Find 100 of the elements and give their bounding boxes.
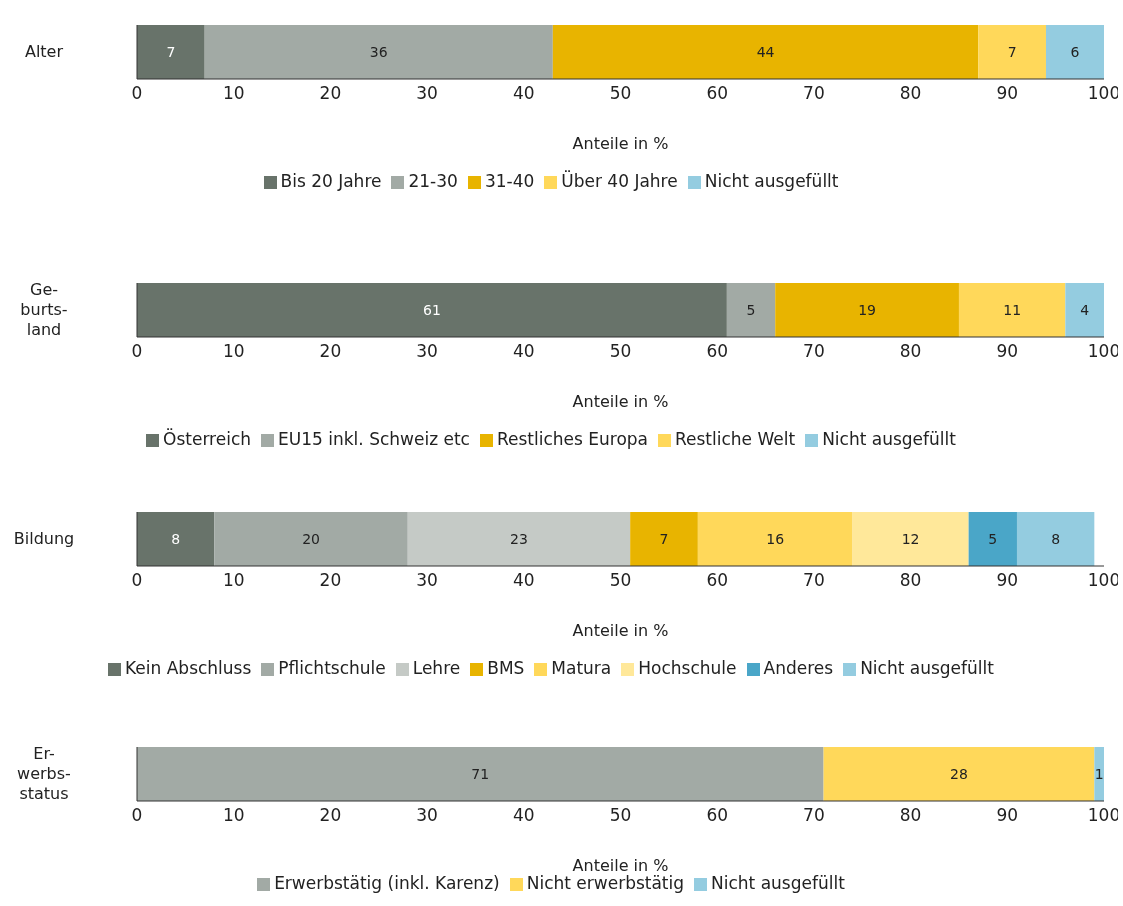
data-label: 8 — [171, 530, 181, 547]
bar — [958, 283, 1066, 337]
y-tick-label: Er-werbs-status — [17, 744, 71, 803]
x-axis-title: Anteile in % — [572, 392, 669, 411]
legend-label: 31-40 — [484, 171, 535, 191]
x-tick-label: 90 — [996, 341, 1019, 362]
legend-label: Nicht ausgefüllt — [822, 429, 956, 449]
legend-label: Lehre — [412, 658, 461, 678]
x-tick-label: 70 — [803, 570, 825, 591]
x-tick-label: 60 — [706, 570, 729, 591]
data-label: 11 — [1003, 301, 1022, 318]
x-tick-label: 20 — [319, 341, 342, 362]
y-tick-label: Alter — [24, 42, 64, 61]
legend-label: Matura — [551, 658, 612, 678]
legend-label: Erwerbstätig (inkl. Karenz) — [274, 873, 500, 893]
x-tick-label: 90 — [996, 570, 1019, 591]
data-label: 5 — [746, 301, 756, 318]
data-label: 7 — [659, 530, 669, 547]
data-label: 28 — [950, 765, 968, 782]
legend-label: Anderes — [763, 658, 834, 678]
bar — [978, 25, 1046, 79]
x-tick-label: 10 — [222, 805, 245, 826]
data-label: 7 — [166, 43, 176, 60]
bar — [726, 283, 776, 337]
data-label: 44 — [756, 43, 775, 60]
data-label: 5 — [988, 530, 998, 547]
data-label: 8 — [1051, 530, 1061, 547]
data-label: 23 — [510, 530, 528, 547]
legend-label: Restliches Europa — [496, 429, 648, 449]
x-axis-title: Anteile in % — [572, 856, 669, 875]
bar — [214, 512, 408, 566]
x-tick-label: 50 — [609, 805, 632, 826]
x-tick-label: 60 — [706, 83, 729, 104]
x-tick-label: 70 — [803, 805, 825, 826]
x-tick-label: 0 — [131, 805, 143, 826]
x-tick-label: 60 — [706, 341, 729, 362]
x-tick-label: 70 — [803, 83, 825, 104]
x-tick-label: 20 — [319, 805, 342, 826]
x-tick-label: 30 — [416, 83, 438, 104]
legend-label: 21-30 — [408, 171, 458, 191]
bar — [823, 747, 1095, 801]
bar — [852, 512, 969, 566]
data-label: 20 — [302, 530, 320, 547]
data-label: 61 — [423, 301, 441, 318]
bar — [1094, 747, 1104, 801]
legend-label: Kein Abschluss — [125, 658, 252, 678]
legend-label: Nicht ausgefüllt — [711, 873, 845, 893]
legend-label: Pflichtschule — [278, 658, 386, 678]
bar — [1065, 283, 1104, 337]
x-tick-label: 20 — [319, 83, 342, 104]
legend-label: Österreich — [163, 429, 252, 449]
legend-label: Hochschule — [638, 658, 737, 678]
bar — [204, 25, 553, 79]
legend-label: Nicht ausgefüllt — [860, 658, 994, 678]
x-axis-title: Anteile in % — [572, 621, 669, 640]
bar — [1016, 512, 1095, 566]
data-label: 7 — [1007, 43, 1017, 60]
x-tick-label: 90 — [996, 805, 1019, 826]
x-tick-label: 0 — [131, 83, 143, 104]
data-label: 12 — [901, 530, 920, 547]
x-tick-label: 30 — [416, 805, 438, 826]
legend-label: Nicht ausgefüllt — [704, 171, 839, 191]
x-tick-label: 90 — [996, 83, 1019, 104]
x-tick-label: 40 — [512, 341, 535, 362]
x-tick-label: 10 — [222, 83, 245, 104]
bar — [137, 747, 824, 801]
bar — [407, 512, 631, 566]
bar — [1045, 25, 1104, 79]
x-tick-label: 60 — [706, 805, 729, 826]
data-label: 1 — [1094, 765, 1104, 782]
y-tick-label: Bildung — [13, 529, 75, 548]
x-tick-label: 70 — [803, 341, 825, 362]
data-label: 16 — [766, 530, 785, 547]
x-tick-label: 0 — [131, 341, 143, 362]
x-tick-label: 50 — [609, 570, 632, 591]
bar — [968, 512, 1017, 566]
legend-label: Über 40 Jahre — [561, 171, 678, 191]
x-tick-label: 10 — [222, 570, 245, 591]
bar — [630, 512, 698, 566]
x-tick-label: 0 — [131, 570, 143, 591]
data-label: 6 — [1070, 43, 1080, 60]
x-tick-label: 80 — [899, 83, 922, 104]
bar — [552, 25, 979, 79]
legend-label: Bis 20 Jahre — [280, 171, 382, 191]
data-label: 19 — [858, 301, 876, 318]
bar — [137, 283, 727, 337]
data-label: 4 — [1080, 301, 1090, 318]
x-tick-label: 50 — [609, 83, 632, 104]
x-tick-label: 80 — [899, 570, 922, 591]
bar — [775, 283, 959, 337]
x-axis-title: Anteile in % — [572, 134, 669, 153]
x-tick-label: 80 — [899, 805, 922, 826]
legend-label: EU15 inkl. Schweiz etc — [278, 429, 470, 449]
bar — [697, 512, 853, 566]
x-tick-label: 40 — [512, 805, 535, 826]
x-tick-label: 30 — [416, 570, 438, 591]
x-tick-label: 10 — [222, 341, 245, 362]
x-tick-label: 30 — [416, 341, 438, 362]
x-tick-label: 40 — [512, 570, 535, 591]
data-label: 36 — [369, 43, 388, 60]
